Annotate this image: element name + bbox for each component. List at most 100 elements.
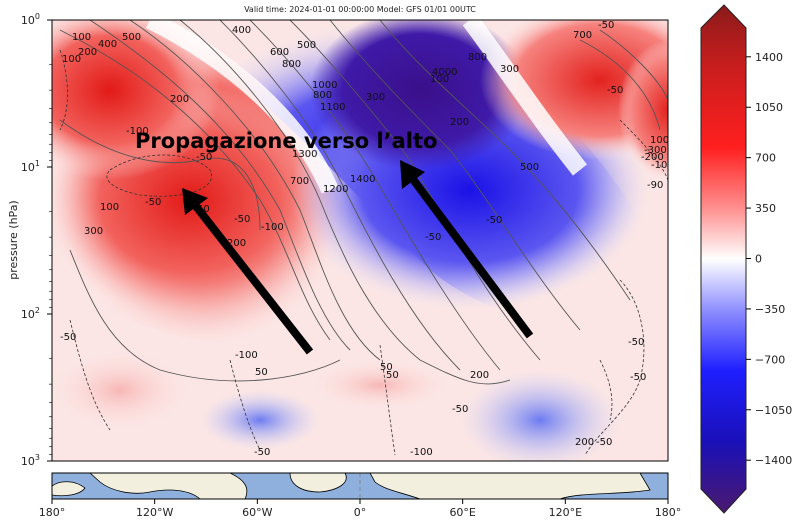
colorbar-ticks: 1400 1050 700 350 0 −350 −700 −1050 −1400 (746, 51, 792, 467)
contour-label: -50 (145, 197, 161, 208)
minimap-land-americas (89, 473, 248, 499)
colorbar-tick-label: 350 (755, 202, 776, 215)
arrow-west-shaft (191, 202, 314, 355)
colorbar-tick-label: −350 (755, 303, 785, 316)
x-tick-label: 180° (39, 506, 66, 519)
x-axis: 180° 120°W 60°W 0° 60°E 120°E 180° (39, 499, 682, 519)
contour-label: 800 (282, 59, 301, 70)
contour-label: 1300 (292, 149, 317, 160)
contour-label: 1400 (350, 174, 375, 185)
contour-label: 100 (650, 135, 669, 146)
contour-label: -50 (630, 372, 646, 383)
contour-label: 700 (573, 30, 592, 41)
contour-labels: 1004005002001004006005008001000800110030… (60, 20, 674, 458)
x-tick-label: 120°W (136, 506, 173, 519)
contour-label: 300 (84, 226, 103, 237)
contour-label: 500 (520, 162, 539, 173)
low-blue-patch-2 (200, 390, 320, 450)
arrow-east-shaft (408, 175, 534, 339)
purple-anomaly-core (310, 20, 530, 170)
x-tick-label: 60°W (242, 506, 272, 519)
contour-label: -100 (261, 222, 284, 233)
low-pink-patch-1 (310, 360, 450, 410)
y-tick-label: 103 (21, 453, 40, 468)
contour-label: 200 (170, 94, 189, 105)
contour-label: 500 (297, 40, 316, 51)
contour-label: 100 (72, 32, 91, 43)
contour-label: -200 (641, 152, 664, 163)
contour-label: 300 (500, 64, 519, 75)
contour-label: 4000 (432, 67, 457, 78)
contour-label: 100 (62, 54, 81, 65)
colorbar-tick-label: 1400 (755, 51, 783, 64)
x-tick-label: 60°E (449, 506, 475, 519)
plot-area: 1004005002001004006005008001000800110030… (52, 20, 674, 461)
contour-label: 800 (468, 52, 487, 63)
contour-label: 200 (78, 47, 97, 58)
y-tick-label: 102 (21, 306, 40, 321)
red-anomaly-east-edge (618, 40, 668, 180)
y-tick-label: 101 (21, 159, 40, 174)
contour-label: 100 (100, 202, 119, 213)
y-axis-label: pressure (hPa) (7, 200, 20, 279)
contour-label: 100 (430, 74, 449, 85)
contour-label: 1200 (323, 184, 348, 195)
contour-label: -90 (647, 180, 663, 191)
contour-label: -50 (598, 20, 614, 31)
low-blue-patch-1 (460, 370, 620, 461)
contour-label: -50 (254, 447, 270, 458)
colorbar-tick-label: −1400 (755, 454, 792, 467)
contour-lines (59, 20, 668, 385)
colorbar-tick-label: 0 (755, 253, 762, 266)
y-tick-label: 100 (21, 12, 40, 27)
colorbar-tick-label: −700 (755, 353, 785, 366)
contour-label: -50 (452, 404, 468, 415)
contour-label: 300 (366, 92, 385, 103)
contour-label: 200 (450, 117, 469, 128)
arrow-east-head (400, 160, 425, 189)
contour-label: 1000 (312, 80, 337, 91)
contour-label: 200 (227, 238, 246, 249)
red-anomaly-top (52, 20, 220, 180)
colorbar-tick-label: −1050 (755, 404, 792, 417)
minimap (52, 473, 668, 499)
contour-label: 600 (270, 47, 289, 58)
minimap-land-greenland (289, 473, 347, 493)
contour-label: 200 (470, 370, 489, 381)
contour-label: 200 (575, 437, 594, 448)
annotation-text: Propagazione verso l’alto (135, 129, 437, 153)
contour-label: 500 (122, 32, 141, 43)
contour-label: -50 (628, 337, 644, 348)
y-axis: 100 101 102 103 (21, 12, 52, 468)
chart-title: Valid time: 2024-01-01 00:00:00 Model: G… (244, 5, 476, 14)
contour-label: -100 (235, 350, 258, 361)
contour-label: -300 (644, 145, 667, 156)
contour-label: -50 (196, 152, 212, 163)
contour-label: 1100 (320, 102, 345, 113)
x-tick-label: 0° (354, 506, 367, 519)
annotation-arrows (182, 160, 534, 355)
minimap-land-alaska (52, 481, 86, 497)
contour-label: 700 (290, 176, 309, 187)
contour-label: -100 (410, 447, 433, 458)
contour-label: 50 (255, 367, 268, 378)
contour-label: -50 (596, 437, 612, 448)
x-tick-label: 120°E (549, 506, 582, 519)
colorbar: 1400 1050 700 350 0 −350 −700 −1050 −1400 (700, 4, 792, 514)
colorbar-body (700, 4, 747, 514)
zero-band-east (462, 20, 588, 176)
contour-label: -50 (607, 85, 623, 96)
contour-label: -100 (651, 160, 674, 171)
arrow-west-head (182, 188, 208, 215)
contour-label: 800 (313, 90, 332, 101)
colorbar-tick-label: 700 (755, 152, 776, 165)
low-pink-patch-2 (52, 350, 190, 430)
contour-label: -50 (486, 215, 502, 226)
contour-label: -50 (234, 214, 250, 225)
contour-label: -50 (425, 232, 441, 243)
contour-label: 50 (380, 362, 393, 373)
contour-label: -50 (60, 332, 76, 343)
x-tick-label: 180° (655, 506, 682, 519)
contour-label: -100 (126, 126, 149, 137)
